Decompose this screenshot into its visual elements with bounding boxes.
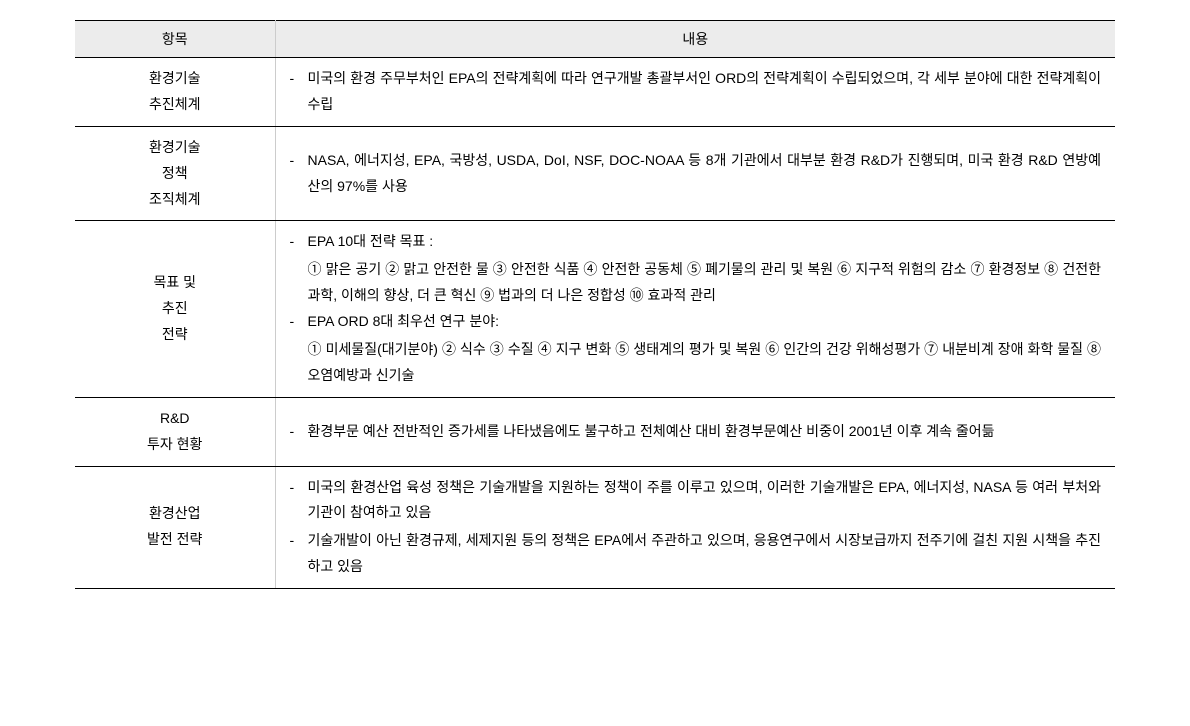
bullet-text: 미국의 환경산업 육성 정책은 기술개발을 지원하는 정책이 주를 이루고 있으…: [308, 475, 1102, 527]
bullet-dash-icon: -: [290, 309, 308, 335]
content-sub-line: ① 맑은 공기 ② 맑고 안전한 물 ③ 안전한 식품 ④ 안전한 공동체 ⑤ …: [290, 257, 1102, 309]
bullet-text: NASA, 에너지성, EPA, 국방성, USDA, DoI, NSF, DO…: [308, 148, 1102, 200]
bullet-text: EPA 10대 전략 목표 :: [308, 229, 1102, 255]
header-content: 내용: [275, 21, 1115, 58]
table-body: 환경기술 추진체계-미국의 환경 주무부처인 EPA의 전략계획에 따라 연구개…: [75, 58, 1115, 589]
item-cell: 환경기술 추진체계: [75, 58, 275, 127]
header-item: 항목: [75, 21, 275, 58]
bullet-dash-icon: -: [290, 148, 308, 174]
bullet-dash-icon: -: [290, 66, 308, 92]
table-row: 환경기술 추진체계-미국의 환경 주무부처인 EPA의 전략계획에 따라 연구개…: [75, 58, 1115, 127]
content-cell: -미국의 환경 주무부처인 EPA의 전략계획에 따라 연구개발 총괄부서인 O…: [275, 58, 1115, 127]
content-cell: -미국의 환경산업 육성 정책은 기술개발을 지원하는 정책이 주를 이루고 있…: [275, 466, 1115, 589]
content-cell: -환경부문 예산 전반적인 증가세를 나타냈음에도 불구하고 전체예산 대비 환…: [275, 397, 1115, 466]
content-cell: -EPA 10대 전략 목표 :① 맑은 공기 ② 맑고 안전한 물 ③ 안전한…: [275, 221, 1115, 397]
table-row: R&D 투자 현황-환경부문 예산 전반적인 증가세를 나타냈음에도 불구하고 …: [75, 397, 1115, 466]
content-bullet: -EPA 10대 전략 목표 :: [290, 229, 1102, 255]
bullet-text: 환경부문 예산 전반적인 증가세를 나타냈음에도 불구하고 전체예산 대비 환경…: [308, 419, 1102, 445]
content-bullet: -미국의 환경산업 육성 정책은 기술개발을 지원하는 정책이 주를 이루고 있…: [290, 475, 1102, 527]
policy-table: 항목 내용 환경기술 추진체계-미국의 환경 주무부처인 EPA의 전략계획에 …: [75, 20, 1115, 589]
item-cell: R&D 투자 현황: [75, 397, 275, 466]
content-bullet: -NASA, 에너지성, EPA, 국방성, USDA, DoI, NSF, D…: [290, 148, 1102, 200]
content-bullet: -환경부문 예산 전반적인 증가세를 나타냈음에도 불구하고 전체예산 대비 환…: [290, 419, 1102, 445]
bullet-text: EPA ORD 8대 최우선 연구 분야:: [308, 309, 1102, 335]
table-row: 목표 및 추진 전략-EPA 10대 전략 목표 :① 맑은 공기 ② 맑고 안…: [75, 221, 1115, 397]
bullet-dash-icon: -: [290, 229, 308, 255]
content-bullet: -EPA ORD 8대 최우선 연구 분야:: [290, 309, 1102, 335]
content-bullet: -기술개발이 아닌 환경규제, 세제지원 등의 정책은 EPA에서 주관하고 있…: [290, 528, 1102, 580]
header-row: 항목 내용: [75, 21, 1115, 58]
table-row: 환경산업 발전 전략-미국의 환경산업 육성 정책은 기술개발을 지원하는 정책…: [75, 466, 1115, 589]
bullet-text: 미국의 환경 주무부처인 EPA의 전략계획에 따라 연구개발 총괄부서인 OR…: [308, 66, 1102, 118]
bullet-dash-icon: -: [290, 419, 308, 445]
item-cell: 목표 및 추진 전략: [75, 221, 275, 397]
item-cell: 환경산업 발전 전략: [75, 466, 275, 589]
bullet-dash-icon: -: [290, 475, 308, 501]
bullet-text: 기술개발이 아닌 환경규제, 세제지원 등의 정책은 EPA에서 주관하고 있으…: [308, 528, 1102, 580]
table-header: 항목 내용: [75, 21, 1115, 58]
bullet-dash-icon: -: [290, 528, 308, 554]
table-row: 환경기술 정책 조직체계-NASA, 에너지성, EPA, 국방성, USDA,…: [75, 126, 1115, 221]
content-sub-line: ① 미세물질(대기분야) ② 식수 ③ 수질 ④ 지구 변화 ⑤ 생태계의 평가…: [290, 337, 1102, 389]
content-cell: -NASA, 에너지성, EPA, 국방성, USDA, DoI, NSF, D…: [275, 126, 1115, 221]
content-bullet: -미국의 환경 주무부처인 EPA의 전략계획에 따라 연구개발 총괄부서인 O…: [290, 66, 1102, 118]
item-cell: 환경기술 정책 조직체계: [75, 126, 275, 221]
policy-table-container: 항목 내용 환경기술 추진체계-미국의 환경 주무부처인 EPA의 전략계획에 …: [75, 20, 1115, 589]
